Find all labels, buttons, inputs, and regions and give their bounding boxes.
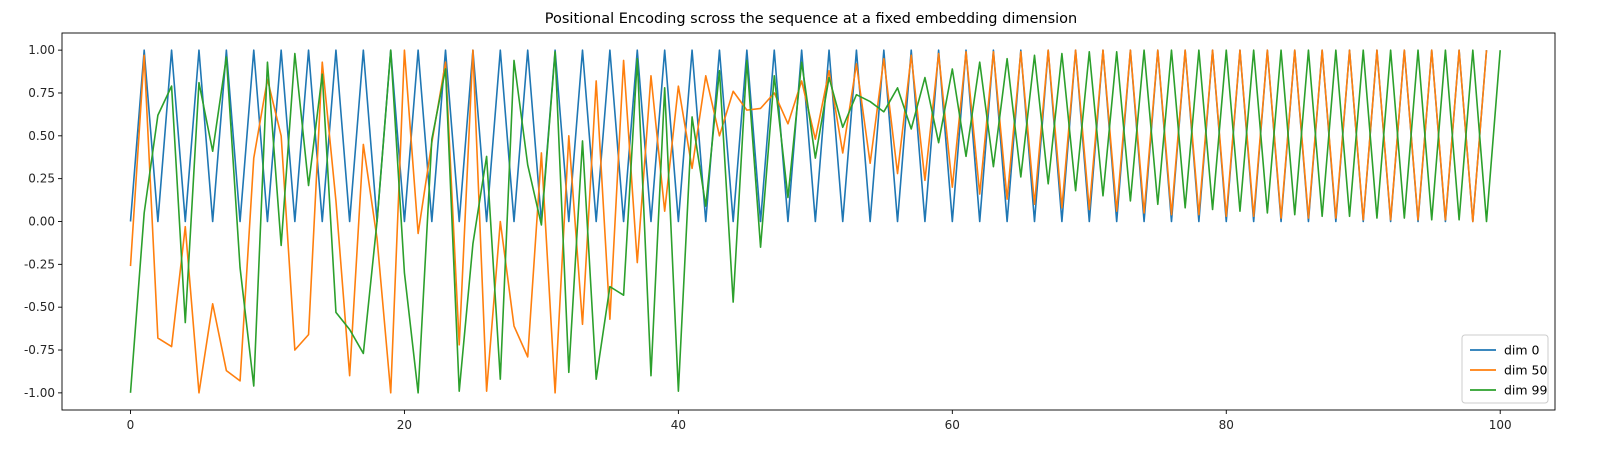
x-tick-label: 0 [127,418,135,432]
legend-label-2: dim 99 [1504,383,1548,398]
y-tick-label: -0.75 [24,343,55,357]
y-tick-label: -1.00 [24,386,55,400]
y-tick-label: 0.00 [28,215,55,229]
y-tick-label: -0.25 [24,257,55,271]
series-line-2 [129,49,1502,394]
plot-area [129,49,1502,394]
axes: 0 20 40 60 80 100 -1.00 -0.75 -0.50 -0.25 0.00 0.25… [24,32,1556,432]
x-tick-label: 20 [397,418,412,432]
x-tick-label: 100 [1489,418,1512,432]
x-tick-label: 40 [671,418,686,432]
legend-label-1: dim 50 [1504,363,1548,378]
series-line-1 [129,49,1488,394]
x-tick-label: 60 [945,418,960,432]
y-tick-label: 0.50 [28,129,55,143]
legend: dim 0 dim 50 dim 99 [1461,334,1549,404]
y-tick-label: 0.75 [28,86,55,100]
y-tick-label: -0.50 [24,300,55,314]
x-tick-label: 80 [1219,418,1234,432]
chart-title: Positional Encoding scross the sequence … [545,11,1077,27]
legend-box [1461,334,1549,404]
y-tick-label: 0.25 [28,172,55,186]
y-tick-label: 1.00 [28,43,55,57]
legend-label-0: dim 0 [1504,343,1540,358]
